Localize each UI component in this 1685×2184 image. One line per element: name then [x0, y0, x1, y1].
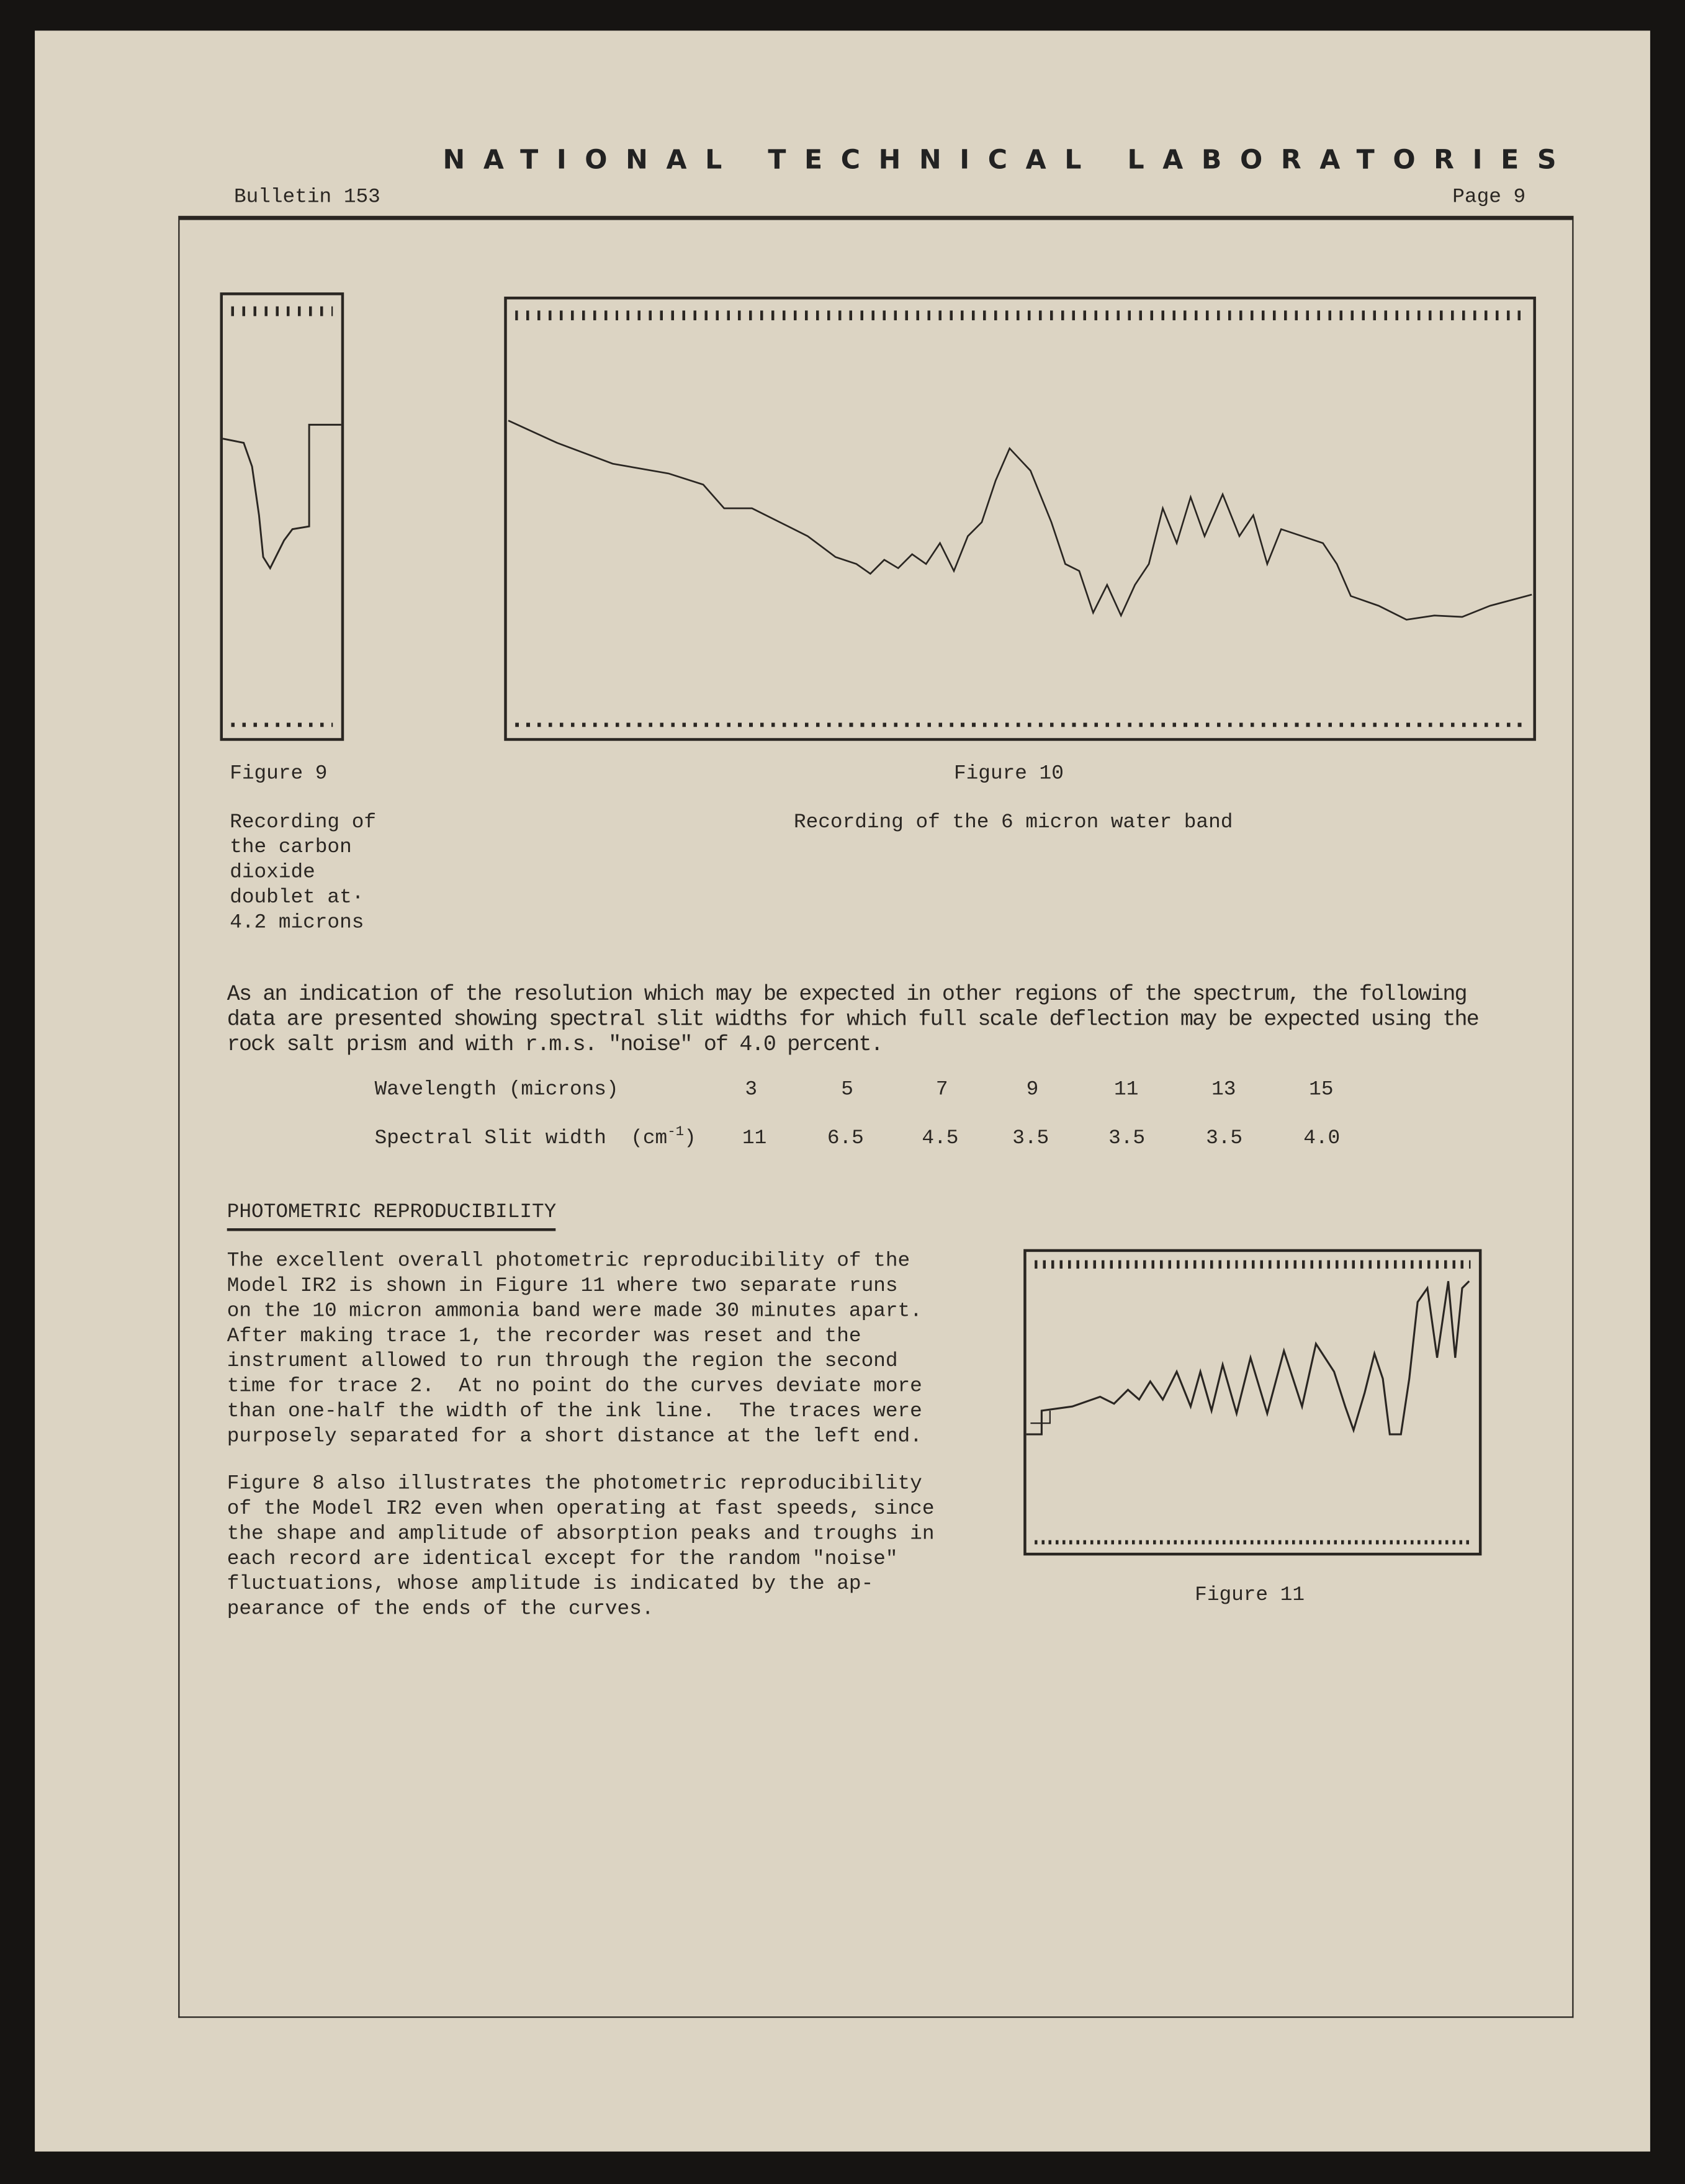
text-line: After making trace 1, the recorder was r… — [227, 1326, 861, 1348]
scale-ticks — [231, 306, 333, 317]
table-cell: 4.0 — [1303, 1128, 1341, 1151]
text-line: the shape and amplitude of absorption pe… — [227, 1523, 935, 1546]
table-cell: 3.5 — [1108, 1128, 1146, 1151]
paragraph-2: Figure 8 also illustrates the photometri… — [227, 1472, 935, 1622]
baseline-dots — [515, 722, 1525, 727]
caption-line: dioxide — [230, 861, 315, 884]
page-number: Page 9 — [1452, 186, 1526, 209]
figure-10-trace — [508, 420, 1532, 621]
figure-10-caption: Recording of the 6 micron water band — [793, 812, 1233, 835]
figure-11-recording — [1023, 1249, 1482, 1556]
table-cell: 5 — [841, 1079, 853, 1102]
caption-line: doublet at· — [230, 887, 364, 910]
table-cell: 11 — [742, 1128, 767, 1151]
text-line: than one-half the width of the ink line.… — [227, 1401, 922, 1424]
text-line: instrument allowed to run through the re… — [227, 1350, 898, 1373]
caption-line: Recording of — [230, 812, 377, 835]
figure-9-caption: Recording of the carbon dioxide doublet … — [230, 811, 376, 936]
baseline-dots — [231, 722, 333, 727]
text-line: data are presented showing spectral slit… — [227, 1007, 1480, 1032]
content-frame — [178, 220, 1574, 2018]
table-row-slit-width-label: Spectral Slit width (cm-1) — [375, 1126, 696, 1151]
figure-9-recording — [220, 292, 344, 741]
org-header: NATIONAL TECHNICAL LABORATORIES — [443, 145, 1575, 176]
superscript: -1 — [667, 1125, 685, 1141]
baseline-dots — [1035, 1540, 1471, 1545]
figure-10-label: Figure 10 — [954, 763, 1064, 786]
figure-11-label: Figure 11 — [1195, 1584, 1305, 1607]
section-title: PHOTOMETRIC REPRODUCIBILITY — [227, 1200, 557, 1231]
figure-10-recording — [504, 296, 1536, 741]
text-line: Model IR2 is shown in Figure 11 where tw… — [227, 1275, 898, 1298]
text-line: fluctuations, whose amplitude is indicat… — [227, 1573, 874, 1596]
figure-9-label: Figure 9 — [230, 763, 328, 786]
table-cell: 4.5 — [922, 1128, 959, 1151]
label-text: ) — [684, 1128, 696, 1151]
text-line: pearance of the ends of the curves. — [227, 1598, 654, 1621]
text-line: As an indication of the resolution which… — [227, 981, 1468, 1007]
caption-line: 4.2 microns — [230, 912, 364, 935]
table-cell: 3.5 — [1206, 1128, 1243, 1151]
page — [35, 30, 1650, 2152]
scale-ticks — [1035, 1260, 1471, 1269]
table-cell: 3.5 — [1012, 1128, 1049, 1151]
table-row-wavelength-label: Wavelength (microns) — [374, 1079, 619, 1102]
text-line: each record are identical except for the… — [227, 1548, 898, 1571]
figure-11-trace-2 — [1030, 1410, 1051, 1424]
table-cell: 6.5 — [827, 1128, 864, 1151]
text-line: on the 10 micron ammonia band were made … — [227, 1300, 922, 1323]
text-line: purposely separated for a short distance… — [227, 1426, 922, 1449]
table-cell: 15 — [1309, 1079, 1334, 1102]
text-line: of the Model IR2 even when operating at … — [227, 1498, 935, 1521]
table-cell: 11 — [1114, 1079, 1139, 1102]
header-rule — [178, 215, 1574, 220]
paragraph-1: The excellent overall photometric reprod… — [227, 1249, 922, 1450]
text-line: time for trace 2. At no point do the cur… — [227, 1375, 922, 1398]
table-cell: 9 — [1026, 1079, 1039, 1102]
text-line: The excellent overall photometric reprod… — [227, 1250, 910, 1273]
scale-ticks — [515, 310, 1525, 321]
caption-line: the carbon — [230, 837, 352, 860]
figure-9-trace — [222, 423, 341, 570]
figure-11-trace-1 — [1026, 1280, 1470, 1436]
table-cell: 3 — [745, 1079, 758, 1102]
text-line: rock salt prism and with r.m.s. "noise" … — [227, 1031, 884, 1058]
text-line: Figure 8 also illustrates the photometri… — [227, 1473, 922, 1496]
table-cell: 7 — [935, 1079, 948, 1102]
table-cell: 13 — [1211, 1079, 1236, 1102]
intro-paragraph: As an indication of the resolution which… — [227, 981, 1480, 1058]
bulletin-number: Bulletin 153 — [233, 186, 380, 209]
label-text: Spectral Slit width (cm — [374, 1128, 668, 1151]
